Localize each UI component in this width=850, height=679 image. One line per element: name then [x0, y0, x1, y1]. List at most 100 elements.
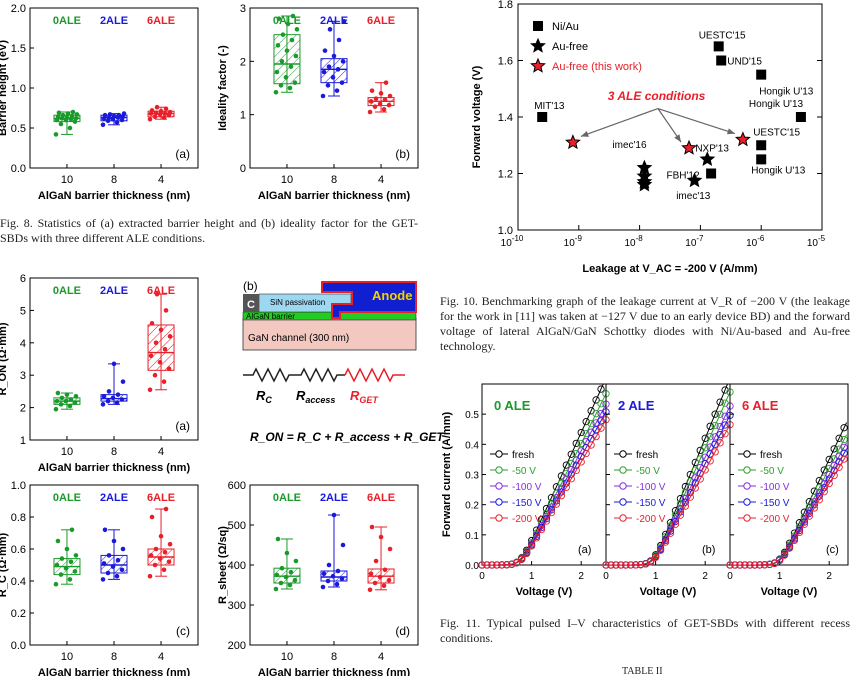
x-tick-label: 4 — [378, 651, 384, 663]
x-tick-label: 4 — [378, 174, 384, 186]
series-label-2: 6ALE — [367, 15, 395, 27]
x-tick-label: 1 — [529, 571, 535, 582]
square-marker — [716, 55, 727, 66]
x-tick-label: 10-6 — [746, 234, 765, 249]
star-marker — [734, 131, 751, 147]
iv-marker — [542, 517, 551, 525]
data-point — [292, 577, 298, 583]
iv-marker — [736, 561, 744, 569]
series-label-1: 2ALE — [100, 15, 128, 27]
annotation-arrow — [580, 107, 659, 137]
iv-marker — [592, 426, 600, 434]
data-point — [373, 96, 379, 101]
y-tick-label: 2.0 — [11, 3, 26, 15]
data-point — [372, 104, 378, 109]
data-point — [72, 569, 78, 574]
iv-marker — [711, 421, 719, 430]
iv-marker — [562, 461, 570, 469]
x-axis-label: Voltage (V) — [640, 586, 697, 598]
iv-marker — [701, 466, 709, 474]
iv-marker — [706, 422, 714, 430]
iv-marker — [627, 561, 635, 569]
x-tick-label: 8 — [331, 651, 337, 663]
data-point — [55, 538, 61, 544]
data-point — [148, 353, 154, 359]
data-point — [288, 64, 294, 69]
y-tick-label: 1.4 — [498, 112, 513, 124]
iv-marker — [567, 465, 575, 474]
y-tick-label: 0.6 — [11, 544, 26, 556]
iv-marker — [547, 508, 556, 517]
iv-marker — [527, 542, 536, 550]
iv-marker — [790, 536, 799, 545]
iv-marker — [587, 441, 595, 449]
raccess-label: Raccess — [296, 388, 335, 405]
point-label: MIT'13 — [534, 101, 565, 112]
iv-marker — [537, 525, 546, 534]
star-marker — [681, 139, 697, 155]
x-tick-label: 10 — [61, 174, 73, 186]
legend-marker — [743, 514, 751, 522]
iv-marker — [622, 561, 630, 569]
data-point — [70, 109, 76, 115]
x-tick-label: 4 — [158, 651, 164, 663]
data-point — [381, 107, 387, 112]
x-tick-label: 4 — [158, 446, 164, 458]
x-axis-label: AlGaN barrier thickness (nm) — [38, 190, 191, 202]
data-point — [325, 83, 331, 88]
iv-marker — [721, 386, 729, 394]
point-label: UESTC'15 — [699, 30, 746, 41]
iv-marker — [711, 448, 719, 456]
data-point — [74, 112, 80, 117]
iv-marker — [696, 455, 704, 463]
data-point — [110, 564, 116, 569]
data-point — [152, 562, 158, 568]
x-axis-label: AlGaN barrier thickness (nm) — [258, 190, 411, 202]
y-tick-label: 0.1 — [465, 531, 479, 542]
x-tick-label: 0 — [479, 571, 485, 582]
iv-marker — [552, 500, 561, 508]
iv-marker — [780, 551, 789, 559]
square-marker — [756, 140, 767, 151]
data-point — [340, 542, 346, 548]
iv-marker — [795, 526, 804, 535]
iv-marker — [557, 479, 566, 488]
iv-marker — [632, 561, 640, 569]
data-point — [64, 115, 70, 120]
data-point — [106, 389, 112, 394]
iv-marker — [597, 400, 605, 408]
data-point — [64, 546, 70, 552]
iv-marker — [686, 493, 694, 501]
iv-marker — [756, 561, 764, 569]
legend-label: -150 V — [636, 498, 666, 509]
data-point — [65, 111, 71, 116]
data-point — [58, 572, 64, 577]
x-tick-label: 8 — [111, 446, 117, 458]
data-point — [372, 580, 378, 586]
data-point — [153, 340, 159, 346]
iv-marker — [706, 450, 714, 458]
data-point — [381, 583, 387, 589]
iv-marker — [612, 561, 620, 569]
series-label-0: 0ALE — [53, 15, 81, 27]
iv-marker — [840, 449, 848, 457]
iv-marker — [617, 561, 625, 569]
y-tick-label: 2 — [240, 56, 246, 68]
iv-marker — [815, 496, 823, 504]
legend-label: Au-free (this work) — [552, 61, 642, 73]
iv-marker — [592, 419, 600, 427]
x-tick-label: 0 — [603, 571, 609, 582]
y-tick-label: 1.8 — [498, 0, 513, 11]
data-point — [67, 403, 73, 409]
y-tick-label: 0.3 — [465, 471, 479, 482]
iv-curve — [482, 419, 606, 565]
arrow-head — [674, 134, 682, 143]
data-point — [148, 553, 154, 558]
iv-marker — [830, 445, 838, 453]
iv-marker — [577, 458, 585, 466]
data-point — [102, 112, 108, 118]
iv-marker — [637, 561, 645, 569]
legend-marker — [743, 466, 751, 474]
data-point — [120, 379, 126, 384]
data-point — [53, 581, 59, 587]
